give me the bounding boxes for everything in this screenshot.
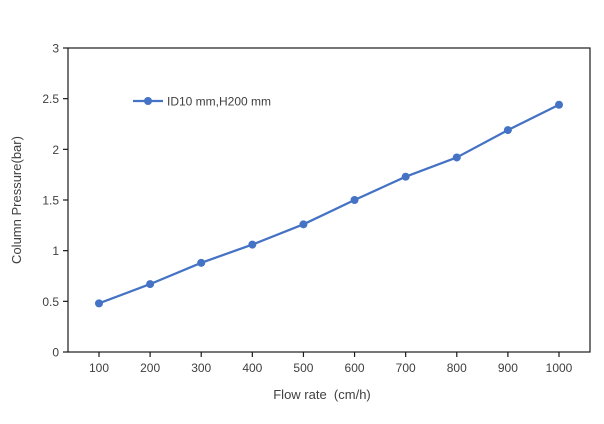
x-tick-label: 500 <box>293 361 313 375</box>
y-tick-label: 2.5 <box>42 92 59 106</box>
data-point <box>452 153 461 162</box>
data-point <box>95 299 103 308</box>
legend: ID10 mm,H200 mm <box>133 95 271 109</box>
y-tick-label: 1 <box>52 244 59 258</box>
x-tick-label: 600 <box>345 361 365 375</box>
y-axis-title: Column Pressure(bar) <box>9 136 24 264</box>
x-tick-label: 300 <box>191 361 211 375</box>
plot-area: 100 200 300 400 500 600 700 800 900 1000 0 0.5 1 1.5 2… <box>42 42 591 375</box>
y-tick-label: 0 <box>52 346 59 360</box>
data-point <box>146 280 155 289</box>
x-tick-label: 100 <box>89 361 109 375</box>
x-tick-label: 1000 <box>546 361 573 375</box>
y-tick-label: 2 <box>52 143 59 157</box>
legend-marker-icon <box>144 97 152 105</box>
y-tick-label: 1.5 <box>42 194 59 208</box>
x-tick-label: 400 <box>242 361 262 375</box>
x-axis-title: Flow rate (cm/h) <box>273 387 371 402</box>
data-point <box>350 196 359 204</box>
data-point <box>197 258 206 267</box>
series-line <box>98 103 560 305</box>
x-tick-label: 700 <box>396 361 416 375</box>
data-point <box>503 126 512 135</box>
x-tick-label: 200 <box>140 361 160 375</box>
x-tick-label: 900 <box>498 361 518 375</box>
data-point <box>555 100 563 109</box>
legend-series-label: ID10 mm,H200 mm <box>167 95 271 109</box>
plot-frame <box>67 47 591 353</box>
y-tick-label: 0.5 <box>42 295 59 309</box>
data-point <box>248 240 257 249</box>
data-point <box>401 172 410 181</box>
y-tick-label: 3 <box>52 42 59 56</box>
data-point <box>299 220 308 229</box>
x-tick-label: 800 <box>447 361 467 375</box>
